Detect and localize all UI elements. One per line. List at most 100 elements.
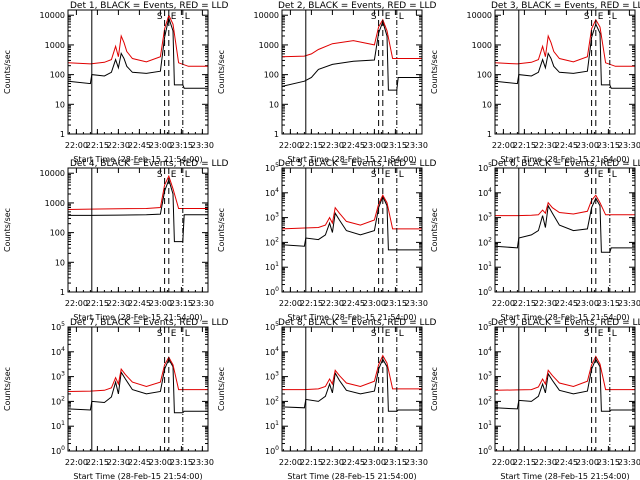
y-tick-label: 100 [265,445,279,456]
events-series-line [282,358,422,412]
plot-frame [494,9,636,135]
panel-title: Det 4, BLACK = Events, RED = LLD [70,159,229,169]
y-tick-label: 100 [265,286,279,297]
x-axis-label: Start Time (28-Feb-15 21:54:00) [500,313,629,322]
y-tick-base: 10 [51,397,61,406]
x-tick-label: 23:00 [576,299,599,308]
y-tick-exponent: 1 [488,420,492,427]
x-tick-label: 23:00 [576,458,599,467]
y-axis-label: Counts/sec [430,367,439,411]
x-tick-label: 23:30 [405,458,428,467]
panel-det-2: Det 2, BLACK = Events, RED = LLD Counts/s… [217,1,437,164]
y-tick-base: 10 [478,422,488,431]
y-tick-exponent: 4 [275,346,279,353]
y-tick-label: 103 [478,371,492,382]
y-tick-exponent: 0 [61,445,65,452]
plot-frame [281,9,423,135]
y-tick-base: 10 [478,323,488,332]
y-tick-base: 10 [265,348,275,357]
y-tick-label: 10 [482,100,492,109]
x-tick-label: 22:00 [279,458,302,467]
y-tick-exponent: 0 [488,286,492,293]
y-tick-label: 103 [265,371,279,382]
time-marker-label: S [371,170,377,180]
y-tick-label: 100 [477,71,492,80]
x-tick-label: 22:00 [279,299,302,308]
x-tick-label: 22:00 [65,458,88,467]
x-axis-label: Start Time (28-Feb-15 21:54:00) [287,472,416,480]
time-marker-label: E [385,12,391,22]
panel-det-8: Det 8, BLACK = Events, RED = LLD Counts/s… [217,318,437,480]
y-tick-base: 10 [265,373,275,382]
time-marker-label: S [157,170,163,180]
y-tick-base: 10 [265,238,275,247]
y-tick-label: 1 [274,130,279,139]
y-tick-exponent: 4 [488,187,492,194]
y-tick-base: 10 [478,263,488,272]
x-tick-label: 23:15 [597,141,620,150]
x-tick-label: 23:00 [576,141,599,150]
x-tick-label: 22:45 [555,458,578,467]
y-tick-label: 105 [51,321,65,332]
y-tick-exponent: 3 [488,371,492,378]
x-tick-label: 22:15 [300,141,323,150]
y-tick-base: 10 [478,164,488,173]
events-series-line [68,16,208,89]
x-tick-label: 22:30 [321,458,344,467]
plot-area [282,194,422,251]
lld-series-line [282,354,422,391]
y-tick-base: 10 [51,422,61,431]
x-tick-label: 23:30 [405,141,428,150]
time-marker-label: S [584,12,590,22]
plot-frame [494,326,636,452]
y-tick-exponent: 1 [61,420,65,427]
y-axis-label: Counts/sec [430,50,439,94]
time-marker-label: L [399,329,404,339]
y-tick-exponent: 1 [488,261,492,268]
y-tick-label: 104 [265,187,279,198]
y-tick-base: 10 [51,373,61,382]
y-tick-label: 101 [478,261,492,272]
plot-area [495,194,635,253]
y-tick-label: 10000 [467,11,492,20]
y-tick-label: 103 [478,212,492,223]
x-tick-label: 23:30 [618,141,640,150]
events-series-line [68,178,208,243]
x-tick-label: 23:00 [363,141,386,150]
events-series-line [495,22,635,89]
y-tick-base: 10 [478,373,488,382]
x-tick-label: 22:00 [65,299,88,308]
x-tick-label: 22:30 [107,458,130,467]
y-tick-label: 1000 [259,41,279,50]
y-tick-base: 10 [265,189,275,198]
y-tick-label: 1000 [45,41,65,50]
x-tick-label: 23:30 [191,299,214,308]
y-axis-label: Counts/sec [430,208,439,252]
time-marker-label: L [185,329,190,339]
lld-series-line [68,174,208,210]
y-tick-exponent: 1 [275,420,279,427]
x-tick-label: 22:00 [492,141,515,150]
y-tick-exponent: 2 [488,395,492,402]
y-tick-label: 101 [478,420,492,431]
y-tick-base: 10 [265,447,275,456]
y-tick-base: 10 [478,189,488,198]
time-marker-label: E [385,170,391,180]
time-marker-label: S [157,329,163,339]
time-marker-label: S [584,170,590,180]
x-tick-label: 22:45 [128,458,151,467]
x-axis-label: Start Time (28-Feb-15 21:54:00) [287,313,416,322]
x-tick-label: 22:30 [534,299,557,308]
x-tick-label: 23:30 [405,299,428,308]
y-tick-base: 10 [51,323,61,332]
events-series-line [68,358,208,414]
time-marker-label: L [185,12,190,22]
y-tick-exponent: 3 [488,212,492,219]
time-marker-label: E [171,12,177,22]
y-tick-label: 10000 [40,169,65,178]
y-axis-label: Counts/sec [217,367,226,411]
events-series-line [282,195,422,251]
y-tick-label: 10 [55,258,65,267]
y-tick-label: 104 [478,187,492,198]
x-tick-label: 23:30 [191,458,214,467]
